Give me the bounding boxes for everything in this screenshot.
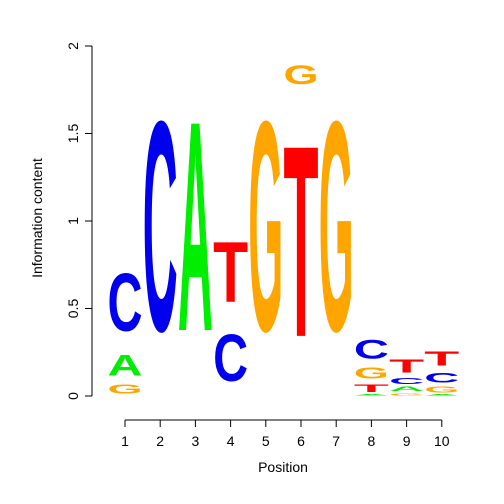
logo-letter-t: T: [213, 225, 248, 320]
logo-letter-g: G: [424, 386, 459, 395]
x-axis-label: Position: [258, 459, 308, 475]
x-tick-label: 6: [297, 433, 305, 449]
logo-letter-t: T: [389, 356, 424, 377]
logo-letter-g: G: [108, 382, 143, 396]
logo-letter-g: G: [284, 60, 319, 89]
logo-letter-a: A: [108, 349, 143, 382]
logo-letter-c: C: [143, 58, 178, 394]
y-axis-label: Information content: [29, 158, 45, 278]
logo-letter-t: T: [354, 382, 389, 394]
x-tick-label: 1: [121, 433, 129, 449]
logo-letter-g: G: [354, 365, 389, 382]
y-axis: 0 0.5 1 1.5 2: [65, 42, 93, 400]
logo-letter-g: G: [319, 60, 354, 394]
logo-letter-t: T: [424, 347, 459, 370]
x-tick-label: 10: [434, 433, 450, 449]
x-tick-label: 2: [156, 433, 164, 449]
x-tick-label: 3: [192, 433, 200, 449]
logo-letter-c: C: [424, 370, 459, 386]
logo-letter-c: C: [389, 377, 424, 386]
logo-letter-a: A: [389, 386, 424, 393]
y-tick-label: 1.5: [65, 124, 81, 144]
x-tick-label: 5: [262, 433, 270, 449]
x-tick-label: 9: [403, 433, 411, 449]
logo-letter-g: G: [248, 60, 283, 394]
x-tick-label: 4: [227, 433, 235, 449]
x-axis: 1 2 3 4 5 6 7 8 9 10: [121, 419, 450, 449]
logo-letter-c: C: [213, 322, 248, 397]
logo-letter-a: A: [178, 58, 213, 394]
x-tick-label: 8: [368, 433, 376, 449]
logo-letter-c: C: [108, 257, 143, 349]
logo-letter-a: A: [424, 394, 459, 396]
y-tick-label: 0: [65, 392, 81, 400]
y-tick-label: 2: [65, 42, 81, 50]
logo-letter-c: C: [354, 336, 389, 365]
y-tick-label: 1: [65, 217, 81, 225]
logo-letter-a: A: [354, 394, 389, 396]
x-tick-label: 7: [332, 433, 340, 449]
logo-letter-t: T: [284, 88, 319, 394]
y-tick-label: 0.5: [65, 299, 81, 319]
logo-letter-g: G: [389, 392, 424, 396]
